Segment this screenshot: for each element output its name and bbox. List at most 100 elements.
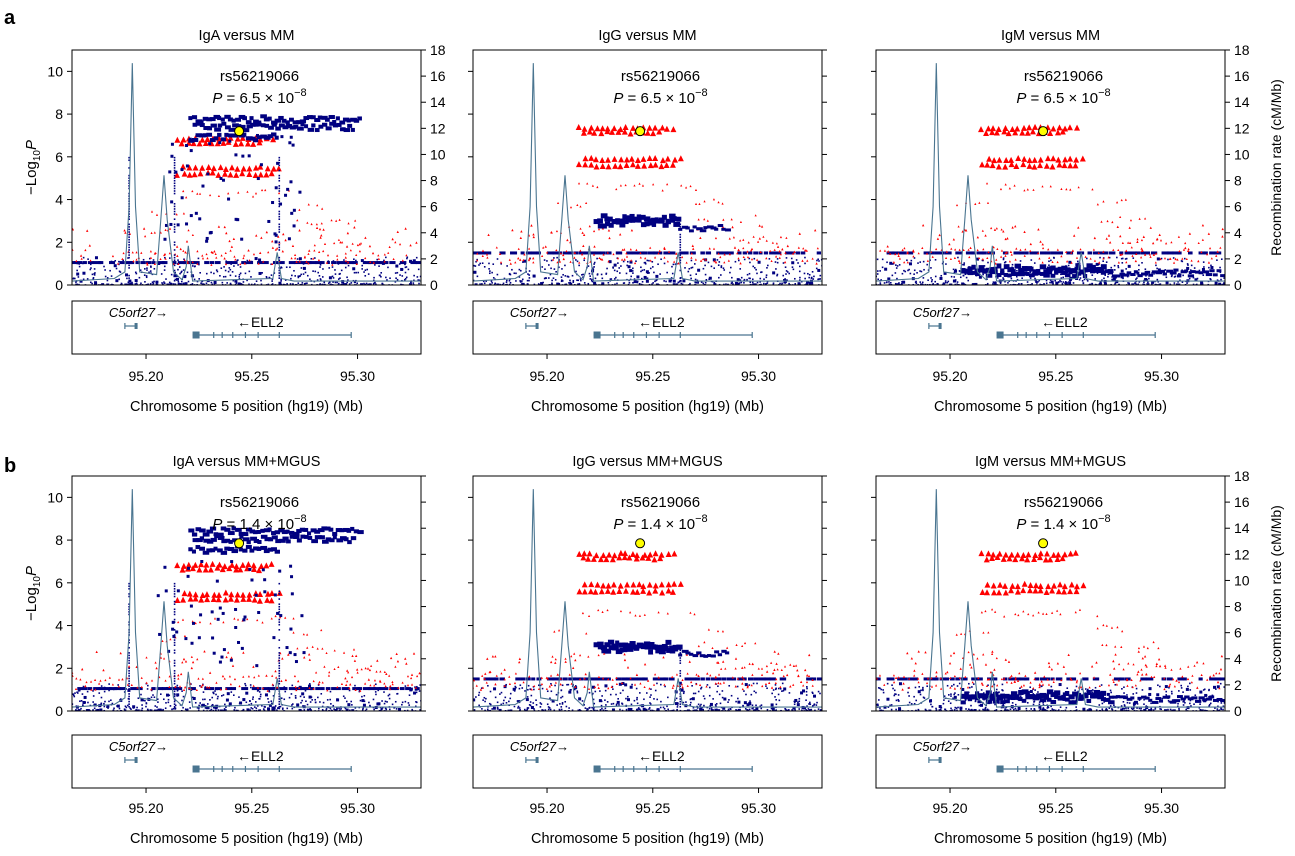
chart-4-snp-point [303,696,305,698]
chart-4-snp-point [99,708,103,711]
chart-4-snp-point [350,700,353,703]
chart-2-snp-point [517,247,520,250]
chart-2-snp-point [503,277,506,280]
chart-1-snp-point [396,278,399,281]
chart-4-snp-point [229,658,233,662]
chart-2-snp-point [506,265,508,267]
chart-4-snp-point [363,700,366,703]
chart-4-snp-point [87,701,89,704]
chart-3-snp-point [1131,254,1134,257]
chart-4-snp-point [109,687,117,691]
chart-5-snp-point [588,691,591,694]
chart-4-snp-point [128,593,130,595]
chart-3-snp-point [1150,251,1158,255]
chart-4-snp-point [237,566,244,573]
chart-1-snp-point [188,137,192,141]
chart-1-snp-point [278,179,281,182]
chart-4-snp-point [278,621,281,623]
chart-2-snp-point [517,257,520,260]
chart-2-snp-point [648,283,651,285]
chart-4-snp-point [223,708,226,710]
chart-4-gene-track-frame [71,734,422,789]
chart-5-snp-point [659,706,662,709]
chart-2-snp-point [798,270,801,273]
chart-3-snp-point [1126,275,1129,278]
chart-1-snp-point [150,266,152,268]
chart-1-snp-point [396,230,399,234]
chart-1-snp-point [303,255,307,258]
chart-4-snp-point [368,701,370,704]
chart-4-snp-point [215,681,218,684]
chart-5-snp-point [809,703,812,706]
chart-3-snp-point [1025,266,1033,272]
chart-4-snp-point [349,683,352,686]
chart-1-snp-point [278,187,281,190]
chart-3-snp-point [1018,272,1025,277]
chart-5-snp-point [806,687,808,690]
chart-5-snp-point [716,690,718,693]
chart-4-snp-point [377,689,379,692]
chart-4-snp-point [128,680,130,682]
chart-1-snp-point [129,282,133,285]
chart-1-snp-point [173,179,176,182]
chart-3-snp-point [1136,238,1139,241]
chart-1-snp-point [356,282,359,285]
chart-1-snp-point [304,271,307,274]
chart-1-snp-point [150,265,152,268]
chart-4-snp-point [325,709,327,711]
chart-2-snp-point [679,279,682,282]
chart-2-snp-point [575,259,577,261]
chart-1-snp-point [128,264,130,267]
chart-1-snp-point [294,257,297,260]
chart-2-snp-point [564,264,566,267]
chart-3-snp-point [937,283,939,285]
chart-5-snp-point [649,702,651,704]
chart-3-snp-point [1216,250,1219,253]
chart-1-snp-point [170,282,173,285]
chart-2-snp-point [620,258,624,261]
chart-4-snp-point [224,538,231,543]
chart-3-snp-point [1000,271,1005,276]
chart-1-snp-point [250,283,253,285]
chart-4-snp-point [219,688,222,691]
chart-2-snp-point [784,251,787,254]
chart-3-snp-point [901,282,903,285]
chart-1-snp-point [328,115,335,120]
chart-5-snp-point [604,699,606,701]
chart-1-snp-point [293,124,299,129]
chart-4-snp-point [156,687,164,691]
chart-3-snp-point [1033,262,1036,264]
chart-3-y2tick-label: 18 [1234,42,1250,58]
chart-1-snp-point [201,257,205,260]
chart-3-snp-point [1201,267,1205,271]
chart-5-snp-point [745,693,747,696]
chart-5-snp-point [604,709,607,711]
chart-4-snp-point [254,593,258,597]
chart-2-snp-point [648,220,655,226]
chart-3-snp-point [1143,281,1145,284]
chart-3-snp-point [993,228,997,231]
chart-3-snp-point [1210,264,1212,267]
chart-1-snp-point [267,116,272,121]
chart-1-snp-point [418,279,421,282]
chart-3-snp-point [1207,261,1211,264]
chart-4-snp-point [221,674,225,678]
chart-1-snp-point [170,142,174,146]
chart-4-pvalue-exponent: −8 [294,513,307,525]
chart-2-snp-point [588,272,591,275]
chart-1-snp-point [313,249,316,252]
chart-5-snp-point [561,701,564,704]
chart-3-snp-point [1136,240,1139,243]
chart-1-snp-point [316,279,319,281]
chart-3-snp-point [1182,274,1184,277]
chart-4-snp-point [225,706,227,708]
chart-2-snp-point [655,274,659,278]
chart-3-snp-point [995,163,1002,170]
chart-1-snp-point [209,169,216,176]
chart-2-snp-point [727,283,729,285]
chart-5-snp-point [630,703,633,706]
chart-4-snp-point [241,687,249,691]
chart-3-snp-point [1026,162,1033,169]
chart-3-snp-point [897,252,900,255]
